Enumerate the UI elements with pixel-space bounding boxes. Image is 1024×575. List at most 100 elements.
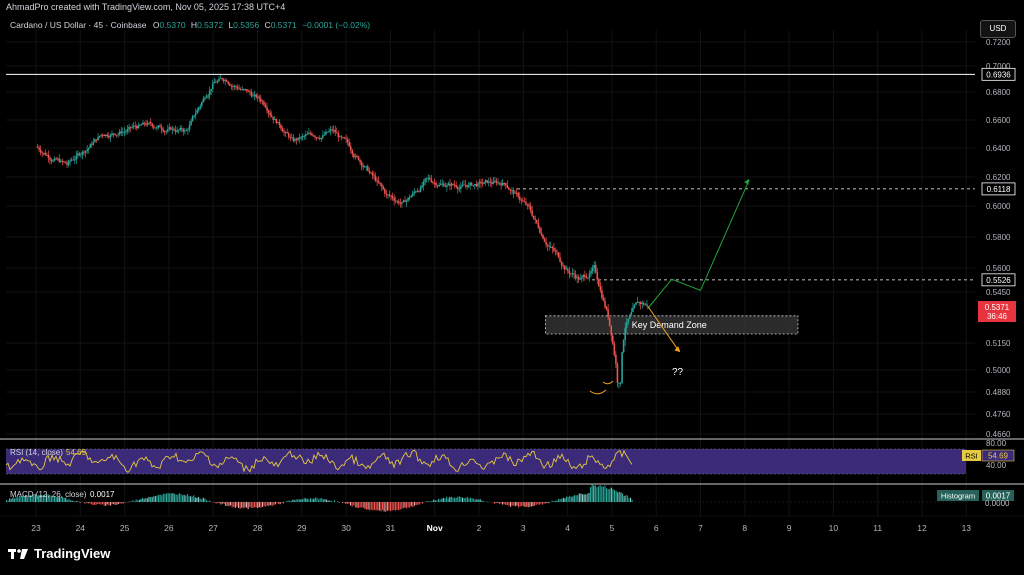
candle-body (447, 183, 450, 186)
symbol-legend[interactable]: Cardano / US Dollar · 45 · Coinbase O0.5… (10, 20, 370, 30)
current-price-tag (978, 301, 1016, 322)
macd-bar (554, 500, 556, 502)
candle-body (374, 176, 377, 181)
macd-bar (607, 489, 609, 502)
candle-body (219, 78, 222, 79)
macd-bar (54, 496, 56, 502)
candle-body (58, 158, 61, 162)
time-tick: 31 (386, 523, 396, 533)
key-demand-zone[interactable] (545, 315, 799, 335)
candle-body (103, 134, 106, 137)
macd-bar (76, 500, 78, 502)
macd-bar (10, 498, 12, 502)
macd-bar (612, 489, 614, 502)
price-axis[interactable]: 0.7200 0.7000 0.6800 0.6600 0.6400 0.6200 0.60… (986, 38, 1011, 439)
macd-bar (42, 495, 44, 502)
symbol-title[interactable]: Cardano / US Dollar · 45 · Coinbase (10, 20, 147, 30)
candle-body (163, 131, 166, 133)
macd-bar (388, 502, 390, 511)
candle-body (424, 178, 426, 182)
macd-bar (601, 486, 603, 502)
candle-body (644, 304, 647, 306)
time-axis[interactable]: 23 24 25 26 27 28 29 30 31 Nov 2 3 4 5 6 7 8 9 10 11 12 13 (31, 523, 971, 533)
candle-body (461, 184, 464, 187)
macd-bar (420, 502, 422, 504)
candle-body (630, 311, 633, 316)
macd-bar (148, 496, 150, 502)
macd-bar (606, 488, 608, 502)
candle-body (514, 192, 516, 194)
macd-bar (167, 493, 169, 502)
macd-bar (71, 500, 73, 502)
candle-body (391, 196, 394, 199)
projection-path[interactable] (646, 179, 750, 310)
candle-body (380, 184, 383, 187)
macd-bar (106, 502, 108, 505)
candle-body (266, 107, 268, 111)
macd-bar (38, 495, 40, 502)
candle-body (337, 133, 340, 138)
macd-bar (358, 502, 360, 509)
macd-bar (276, 502, 278, 504)
candle-body (160, 127, 163, 130)
macd-bar (334, 500, 336, 502)
macd-bar (583, 494, 585, 502)
candle-body (233, 86, 236, 87)
candle-body (385, 193, 388, 195)
candle-body (49, 157, 51, 160)
candle-body (486, 180, 488, 183)
macd-bar (556, 500, 558, 502)
tradingview-brand: TradingView (34, 546, 111, 561)
macd-bar (9, 498, 11, 502)
currency-button[interactable]: USD (980, 20, 1016, 38)
macd-bar (110, 502, 112, 506)
candle-body (357, 156, 360, 160)
macd-bar (188, 495, 190, 502)
candle-body (149, 122, 152, 124)
macd-bar (598, 486, 600, 502)
candle-body (196, 110, 199, 114)
candle-body (439, 184, 442, 186)
horizontal-grid (6, 41, 975, 435)
candle-body (36, 146, 39, 148)
macd-bar (506, 502, 508, 506)
macd-bar (324, 499, 326, 502)
tradingview-logo[interactable]: TradingView (8, 546, 110, 561)
candle-body (267, 110, 270, 113)
macd-bar (385, 502, 387, 512)
candle-body (312, 135, 315, 137)
time-tick: 11 (873, 523, 882, 533)
time-tick: 26 (164, 523, 174, 533)
candle-body (560, 261, 563, 266)
candle-body (83, 151, 85, 153)
macd-bar (169, 493, 171, 502)
macd-bar (498, 502, 500, 505)
alternative-path[interactable] (646, 305, 679, 351)
price-tick: 0.4760 (986, 410, 1011, 419)
candle-body (342, 137, 344, 138)
candle-body (91, 144, 93, 146)
candle-body (368, 170, 371, 173)
macd-bar (508, 502, 510, 506)
candle-body (398, 201, 400, 204)
macd-bar (338, 502, 340, 503)
macd-bar (534, 502, 536, 506)
time-tick: 5 (610, 523, 615, 533)
candle-body (123, 131, 126, 133)
macd-bar (217, 502, 219, 503)
macd-bar (609, 488, 611, 502)
macd-bar (241, 502, 243, 508)
macd-bar (129, 501, 131, 502)
macd-bar (396, 502, 398, 510)
rsi-band (6, 449, 966, 474)
macd-bar (306, 498, 308, 502)
macd-bar (369, 502, 371, 511)
candle-body (570, 273, 572, 275)
macd-bar (228, 502, 230, 507)
candle-body (584, 274, 586, 277)
candle-body (345, 138, 347, 140)
candle-body (450, 184, 453, 186)
candle-body (125, 131, 127, 133)
macd-bar (375, 502, 377, 511)
